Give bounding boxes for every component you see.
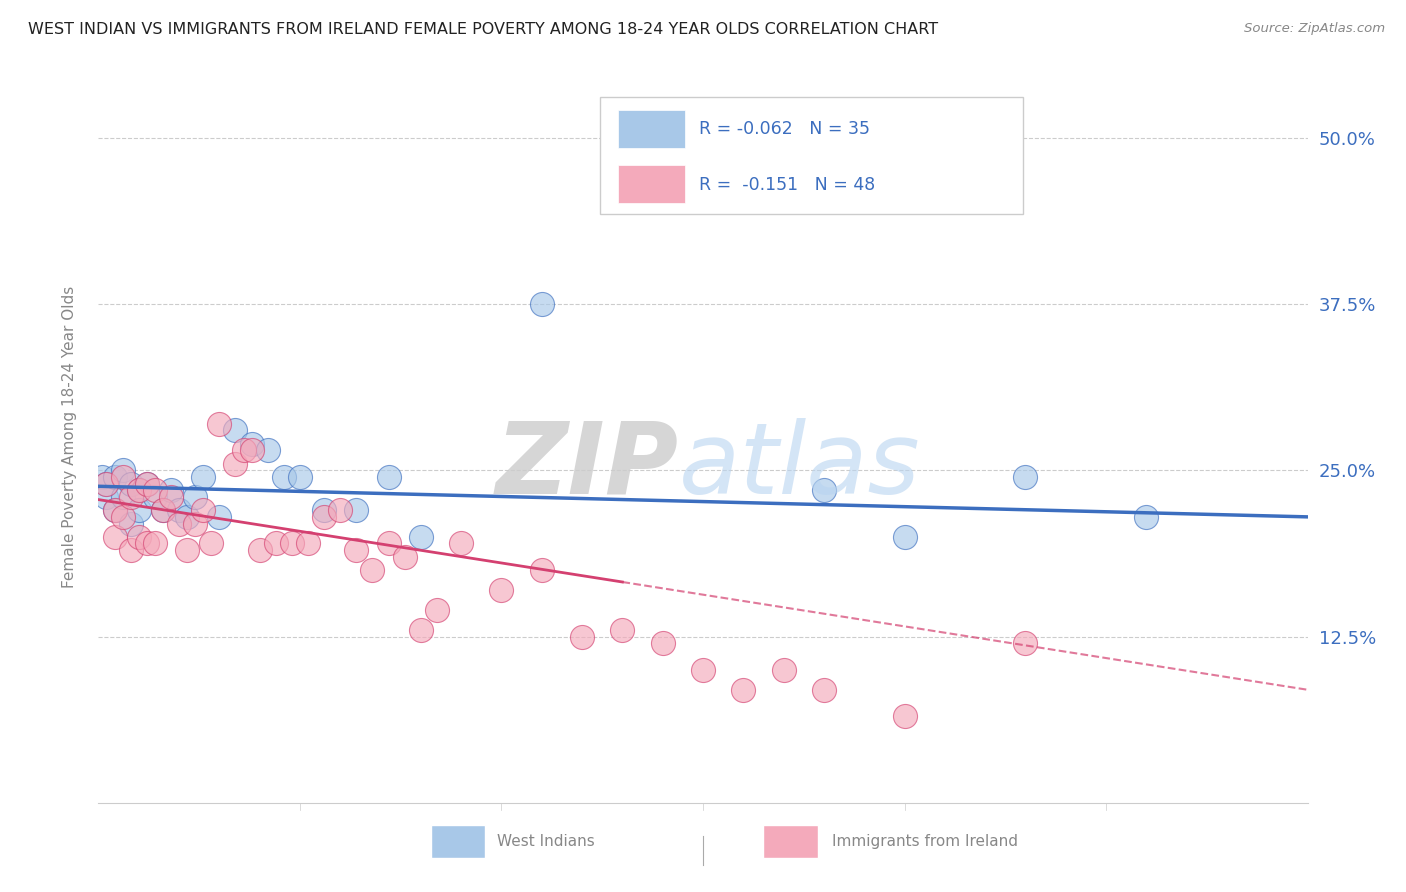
- Point: [135, 476, 157, 491]
- Point: [152, 503, 174, 517]
- Point: [224, 457, 246, 471]
- FancyBboxPatch shape: [600, 97, 1024, 214]
- Point: [111, 509, 134, 524]
- Point: [314, 503, 336, 517]
- Point: [256, 443, 278, 458]
- Point: [96, 476, 118, 491]
- Point: [208, 417, 231, 431]
- Point: [208, 509, 231, 524]
- Point: [103, 470, 125, 484]
- Point: [893, 709, 915, 723]
- Text: West Indians: West Indians: [498, 834, 595, 849]
- Point: [120, 543, 142, 558]
- Point: [329, 503, 352, 517]
- Text: atlas: atlas: [679, 417, 921, 515]
- Point: [240, 443, 263, 458]
- Point: [288, 470, 311, 484]
- Point: [530, 563, 553, 577]
- Point: [167, 503, 190, 517]
- Point: [377, 536, 399, 550]
- Point: [450, 536, 472, 550]
- Point: [692, 157, 714, 171]
- Point: [273, 470, 295, 484]
- Point: [128, 483, 150, 498]
- Point: [612, 623, 634, 637]
- Text: R = -0.062   N = 35: R = -0.062 N = 35: [699, 120, 870, 138]
- Point: [813, 682, 835, 697]
- Point: [176, 543, 198, 558]
- Point: [377, 470, 399, 484]
- Point: [193, 470, 215, 484]
- Point: [651, 636, 673, 650]
- Point: [160, 483, 183, 498]
- Point: [128, 530, 150, 544]
- Point: [1014, 636, 1036, 650]
- FancyBboxPatch shape: [619, 110, 685, 148]
- Point: [232, 443, 254, 458]
- FancyBboxPatch shape: [432, 825, 485, 858]
- Text: Immigrants from Ireland: Immigrants from Ireland: [832, 834, 1018, 849]
- Point: [184, 516, 207, 531]
- Point: [893, 530, 915, 544]
- Point: [297, 536, 319, 550]
- Point: [1135, 509, 1157, 524]
- Point: [120, 516, 142, 531]
- Point: [491, 582, 513, 597]
- Point: [120, 476, 142, 491]
- Point: [96, 490, 118, 504]
- Point: [128, 483, 150, 498]
- Point: [143, 536, 166, 550]
- Point: [176, 509, 198, 524]
- Point: [733, 682, 755, 697]
- Point: [152, 503, 174, 517]
- Point: [103, 503, 125, 517]
- Point: [111, 463, 134, 477]
- Point: [692, 663, 714, 677]
- Point: [143, 490, 166, 504]
- Text: WEST INDIAN VS IMMIGRANTS FROM IRELAND FEMALE POVERTY AMONG 18-24 YEAR OLDS CORR: WEST INDIAN VS IMMIGRANTS FROM IRELAND F…: [28, 22, 938, 37]
- Point: [200, 536, 222, 550]
- Point: [120, 490, 142, 504]
- Point: [314, 509, 336, 524]
- Point: [281, 536, 304, 550]
- Point: [426, 603, 449, 617]
- Point: [96, 476, 118, 491]
- Point: [361, 563, 384, 577]
- FancyBboxPatch shape: [763, 825, 818, 858]
- Point: [264, 536, 287, 550]
- Point: [143, 483, 166, 498]
- Point: [394, 549, 416, 564]
- Point: [224, 424, 246, 438]
- Point: [160, 490, 183, 504]
- Point: [135, 476, 157, 491]
- Point: [135, 536, 157, 550]
- Point: [103, 530, 125, 544]
- Point: [103, 503, 125, 517]
- Point: [772, 663, 794, 677]
- Point: [530, 297, 553, 311]
- Point: [344, 503, 367, 517]
- Point: [128, 503, 150, 517]
- Text: R =  -0.151   N = 48: R = -0.151 N = 48: [699, 176, 876, 194]
- Point: [111, 490, 134, 504]
- Point: [409, 623, 432, 637]
- Point: [813, 483, 835, 498]
- Point: [249, 543, 271, 558]
- Y-axis label: Female Poverty Among 18-24 Year Olds: Female Poverty Among 18-24 Year Olds: [62, 286, 77, 588]
- Point: [193, 503, 215, 517]
- Point: [409, 530, 432, 544]
- Point: [344, 543, 367, 558]
- FancyBboxPatch shape: [619, 165, 685, 203]
- Point: [1014, 470, 1036, 484]
- Point: [184, 490, 207, 504]
- Text: Source: ZipAtlas.com: Source: ZipAtlas.com: [1244, 22, 1385, 36]
- Text: ZIP: ZIP: [496, 417, 679, 515]
- Point: [91, 470, 114, 484]
- Point: [167, 516, 190, 531]
- Point: [571, 630, 593, 644]
- Point: [111, 470, 134, 484]
- Point: [240, 436, 263, 450]
